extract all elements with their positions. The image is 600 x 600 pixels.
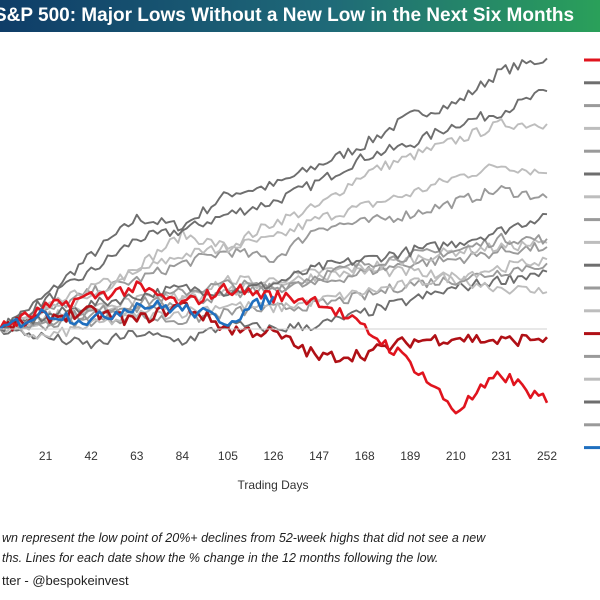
series-line-3 [0,118,548,330]
footnote-line-2: ths. Lines for each date show the % chan… [2,551,439,565]
line-chart: 21 42 63 84 105 126 147 168 189 210 231 252 Trading… [0,57,600,492]
series-line-13 [0,269,548,350]
x-tick-label: 168 [355,449,375,463]
series-line-1 [0,57,548,333]
x-tick-label: 126 [263,449,283,463]
series-line-15 [0,280,549,415]
x-tick-label: 84 [176,449,190,463]
x-tick-label: 231 [491,449,511,463]
series-line-2 [0,88,548,330]
x-tick-label: 147 [309,449,329,463]
footnote-line-1: wn represent the low point of 20%+ decli… [2,531,486,545]
x-tick-label: 189 [400,449,420,463]
x-tick-label: 210 [446,449,466,463]
x-tick-label: 63 [130,449,144,463]
series-group [0,57,549,415]
series-line-14 [0,301,548,364]
series-line-4 [0,163,548,334]
legend [584,58,600,450]
series-line-11 [0,262,548,333]
x-tick-label: 42 [84,449,98,463]
x-tick-label: 252 [537,449,557,463]
x-tick-labels: 21 42 63 84 105 126 147 168 189 210 231 252 [39,449,557,463]
x-tick-label: 21 [39,449,53,463]
chart-title: S&P 500: Major Lows Without a New Low in… [0,5,575,26]
series-line-16 [0,293,275,330]
source-credit: tter - @bespokeinvest [2,573,129,588]
series-line-10 [0,256,548,340]
series-line-7 [0,232,548,333]
x-tick-label: 105 [218,449,238,463]
x-axis-title: Trading Days [238,478,309,492]
chart-title-banner: S&P 500: Major Lows Without a New Low in… [0,0,600,32]
series-line-6 [0,212,548,331]
